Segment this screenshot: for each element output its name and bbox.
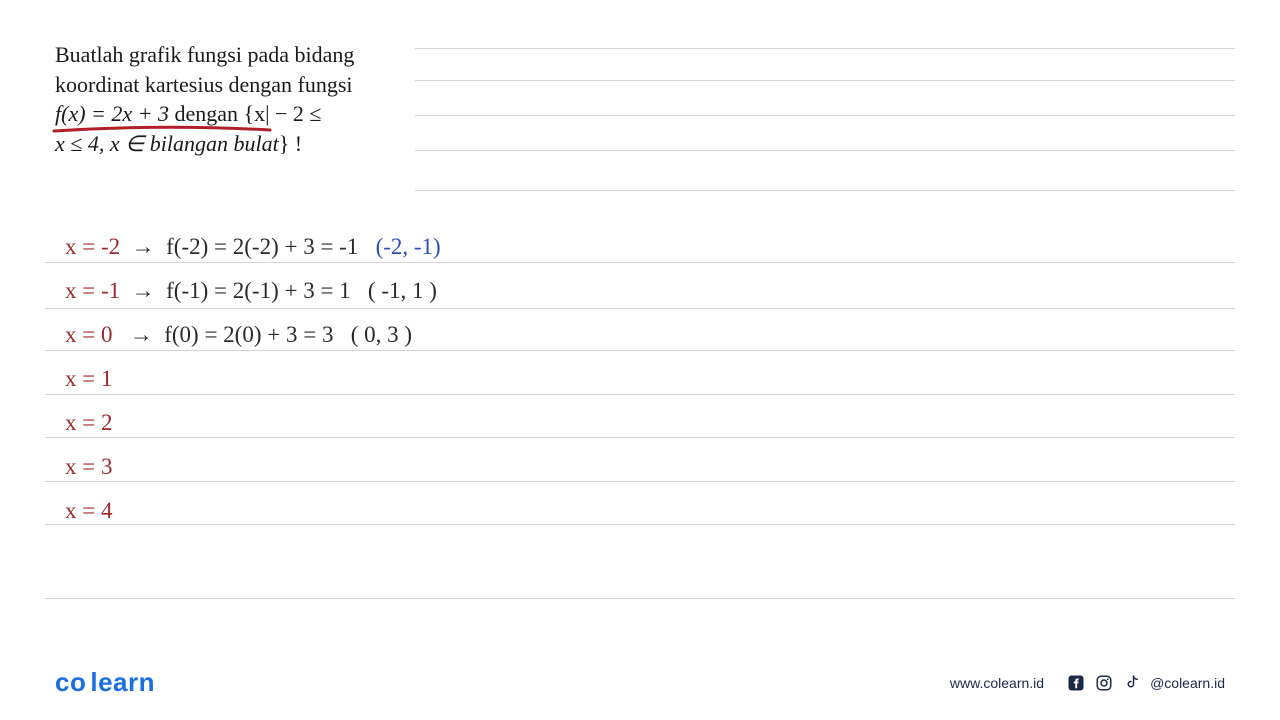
calc-expr: f(-1) = 2(-1) + 3 = 1 <box>166 269 351 313</box>
arrow: → <box>132 225 155 269</box>
rule-line <box>415 48 1235 49</box>
social-handle: @colearn.id <box>1150 675 1225 691</box>
calc-row: x = 1 <box>65 357 441 401</box>
point-result: ( 0, 3 ) <box>351 313 412 357</box>
calc-expr: f(-2) = 2(-2) + 3 = -1 <box>166 225 358 269</box>
rule-line <box>45 598 1235 599</box>
problem-function: f(x) = 2x + 3 <box>55 101 169 126</box>
calc-row: x = 2 <box>65 401 441 445</box>
tiktok-icon <box>1122 673 1142 693</box>
social-icons: @colearn.id <box>1066 673 1225 693</box>
calc-row: x = -1 → f(-1) = 2(-1) + 3 = 1 ( -1, 1 ) <box>65 269 441 313</box>
rule-line <box>415 150 1235 151</box>
facebook-icon <box>1066 673 1086 693</box>
arrow: → <box>130 313 153 357</box>
arrow: → <box>132 269 155 313</box>
problem-line-2: koordinat kartesius dengan fungsi <box>55 70 405 100</box>
x-value: x = 2 <box>65 401 112 445</box>
problem-line-1: Buatlah grafik fungsi pada bidang <box>55 40 405 70</box>
page: Buatlah grafik fungsi pada bidang koordi… <box>0 0 1280 720</box>
calc-row: x = 3 <box>65 445 441 489</box>
rule-line <box>415 190 1235 191</box>
problem-domain-a: x ≤ 4, x ∈ <box>55 131 150 156</box>
footer: colearn www.colearn.id @colearn.id <box>0 667 1280 698</box>
problem-domain-c: } ! <box>279 131 302 156</box>
calc-expr: f(0) = 2(0) + 3 = 3 <box>164 313 333 357</box>
problem-domain-b: bilangan bulat <box>150 131 279 156</box>
x-value: x = 4 <box>65 489 112 533</box>
instagram-icon <box>1094 673 1114 693</box>
problem-line-3b: dengan {x| − 2 ≤ <box>169 101 321 126</box>
point-result: ( -1, 1 ) <box>368 269 437 313</box>
point-result: (-2, -1) <box>376 225 441 269</box>
work-calculations: x = -2 → f(-2) = 2(-2) + 3 = -1 (-2, -1)… <box>65 225 441 533</box>
footer-url: www.colearn.id <box>950 675 1044 691</box>
x-value: x = 1 <box>65 357 112 401</box>
footer-right: www.colearn.id @colearn.id <box>950 673 1225 693</box>
problem-line-4: x ≤ 4, x ∈ bilangan bulat} ! <box>55 129 405 159</box>
x-value: x = 0 <box>65 313 112 357</box>
logo-learn: learn <box>90 667 155 697</box>
problem-statement: Buatlah grafik fungsi pada bidang koordi… <box>55 40 405 159</box>
problem-line-3: f(x) = 2x + 3 dengan {x| − 2 ≤ <box>55 99 405 129</box>
x-value: x = -2 <box>65 225 120 269</box>
brand-logo: colearn <box>55 667 155 698</box>
logo-co: co <box>55 667 86 697</box>
calc-row: x = 4 <box>65 489 441 533</box>
rule-line <box>415 80 1235 81</box>
x-value: x = 3 <box>65 445 112 489</box>
calc-row: x = 0 → f(0) = 2(0) + 3 = 3 ( 0, 3 ) <box>65 313 441 357</box>
rule-line <box>415 115 1235 116</box>
calc-row: x = -2 → f(-2) = 2(-2) + 3 = -1 (-2, -1) <box>65 225 441 269</box>
x-value: x = -1 <box>65 269 120 313</box>
